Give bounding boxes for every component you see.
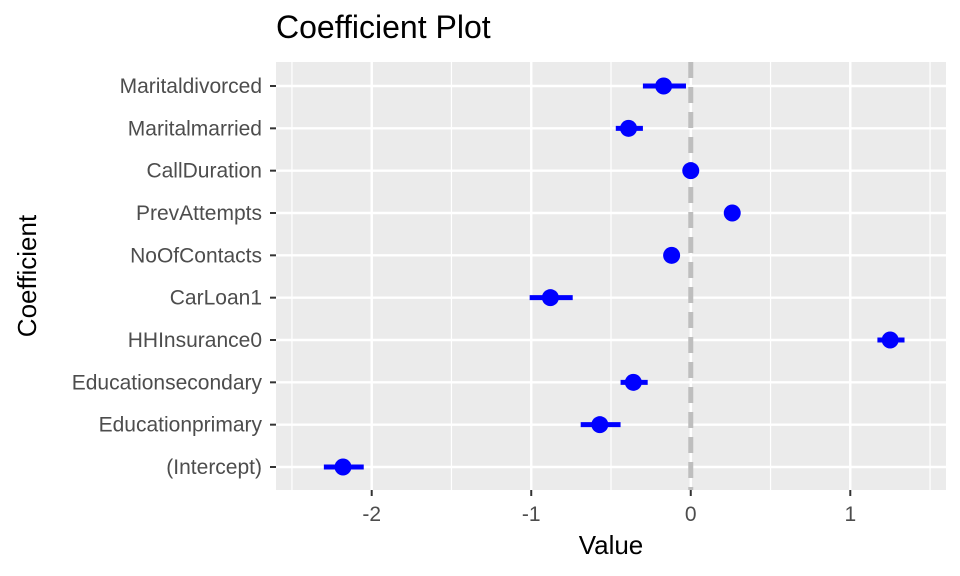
y-tick-label: CarLoan1 [170,287,262,310]
coefficient-point [334,458,352,476]
coefficient-point [624,373,642,391]
coefficient-point [541,289,559,307]
y-tick-label: HHInsurance0 [128,329,262,352]
y-axis: Maritaldivorced Maritalmarried CallDuratio… [72,75,276,479]
coefficient-point [723,204,741,222]
y-axis-title: Coefficient [12,214,42,337]
y-tick-label: Maritalmarried [128,117,262,140]
y-tick-label: NoOfContacts [130,244,262,267]
coefficient-marks [323,77,905,476]
coefficient-point [663,246,681,264]
y-tick-label: CallDuration [146,160,262,183]
major-gridlines [276,62,946,490]
x-axis: -2 -1 0 1 [362,490,856,526]
coefficient-point [591,416,609,434]
y-tick-label: Maritaldivorced [120,75,262,98]
y-tick-label: Educationsecondary [72,371,263,394]
x-tick-label: 0 [685,503,697,526]
y-tick-label: PrevAttempts [136,202,262,225]
chart-title: Coefficient Plot [276,9,491,45]
y-tick-label: Educationprimary [99,414,263,437]
x-tick-label: 1 [844,503,856,526]
x-tick-label: -2 [362,503,381,526]
coefficient-point [620,119,638,137]
minor-gridlines [291,62,931,490]
x-tick-label: -1 [522,503,541,526]
x-axis-title: Value [579,530,644,560]
coefficient-point [682,162,700,180]
coefficient-point [655,77,673,95]
y-tick-label: (Intercept) [166,456,262,479]
coefficient-point [881,331,899,349]
